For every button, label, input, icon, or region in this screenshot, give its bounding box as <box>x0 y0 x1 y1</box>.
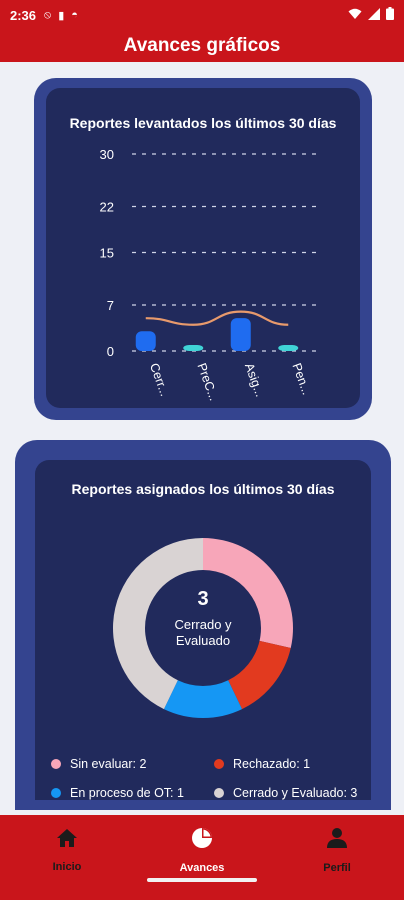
bar[interactable] <box>135 331 156 351</box>
bar[interactable] <box>278 345 299 351</box>
trend-line <box>145 310 289 326</box>
legend-label: Cerrado y Evaluado: 3 <box>233 786 358 800</box>
bar[interactable] <box>230 318 251 351</box>
signal-icon <box>368 7 380 23</box>
legend-dot <box>51 759 61 769</box>
x-tick-label: Cerr... <box>147 361 172 398</box>
x-tick-label: PreC... <box>194 361 220 402</box>
block-icon: ⦸ <box>44 8 52 21</box>
bar-chart-card: Reportes levantados los últimos 30 días … <box>34 78 372 420</box>
y-tick-label: 0 <box>107 344 114 359</box>
nav-item-avances[interactable]: Avances <box>135 815 269 885</box>
pie-center-value: 3 <box>197 588 209 610</box>
face-icon: ◓ <box>71 9 78 21</box>
legend-dot <box>214 788 224 798</box>
bar-chart-title: Reportes levantados los últimos 30 días <box>69 115 337 131</box>
bottom-navigation: Inicio Avances Perfil <box>0 815 404 900</box>
pie-center-label-2: Evaluado <box>175 633 231 648</box>
gesture-handle[interactable] <box>147 878 257 882</box>
legend-label: En proceso de OT: 1 <box>70 786 184 800</box>
bar[interactable] <box>183 345 204 351</box>
legend-dot <box>214 759 224 769</box>
pie-slice[interactable] <box>228 640 291 710</box>
pie-slice[interactable] <box>112 538 203 710</box>
bar-chart-card-inner: Reportes levantados los últimos 30 días … <box>46 88 360 408</box>
legend-label: Sin evaluar: 2 <box>70 757 147 771</box>
pie-slice[interactable] <box>203 538 293 649</box>
sim-icon: ▮ <box>58 9 65 22</box>
y-tick-label: 7 <box>107 298 114 313</box>
legend-item-en-proceso: En proceso de OT: 1 <box>51 786 184 800</box>
nav-label-avances: Avances <box>179 861 225 874</box>
person-icon <box>326 827 348 852</box>
x-tick-label: Asig... <box>242 361 267 398</box>
pie-chart-title: Reportes asignados los últimos 30 días <box>71 481 335 497</box>
pie-center-label-1: Cerrado y <box>174 617 232 632</box>
y-tick-label: 30 <box>100 147 114 162</box>
y-tick-label: 15 <box>100 246 114 261</box>
nav-label-inicio: Inicio <box>52 860 82 873</box>
legend-item-rechazado: Rechazado: 1 <box>214 757 310 771</box>
pie-chart <box>112 538 293 718</box>
nav-item-perfil[interactable]: Perfil <box>270 815 404 885</box>
nav-label-perfil: Perfil <box>323 861 351 874</box>
page-title: Avances gráficos <box>123 35 281 56</box>
home-icon <box>56 828 78 851</box>
status-time: 2:36 <box>10 7 37 23</box>
legend-dot <box>51 788 61 798</box>
app-bar: Avances gráficos <box>0 30 404 62</box>
legend-label: Rechazado: 1 <box>233 757 311 771</box>
battery-icon <box>386 7 394 23</box>
pie-chart-card-inner: Reportes asignados los últimos 30 días 3… <box>35 460 371 800</box>
nav-item-inicio[interactable]: Inicio <box>0 815 134 885</box>
pie-slice[interactable] <box>163 680 243 718</box>
pie-chart-icon <box>191 827 213 852</box>
pie-chart-card: Reportes asignados los últimos 30 días 3… <box>15 440 391 810</box>
x-tick-label: Pen... <box>289 361 313 396</box>
y-tick-label: 22 <box>100 200 114 215</box>
status-bar: 2:36 ⦸ ▮ ◓ <box>0 0 404 30</box>
bar-chart: 0 7 15 22 30 Cerr... PreC... Asig... Pen... <box>100 147 322 403</box>
legend-item-cerrado: Cerrado y Evaluado: 3 <box>214 786 357 800</box>
legend-item-sin-evaluar: Sin evaluar: 2 <box>51 757 146 771</box>
wifi-icon <box>348 8 362 23</box>
